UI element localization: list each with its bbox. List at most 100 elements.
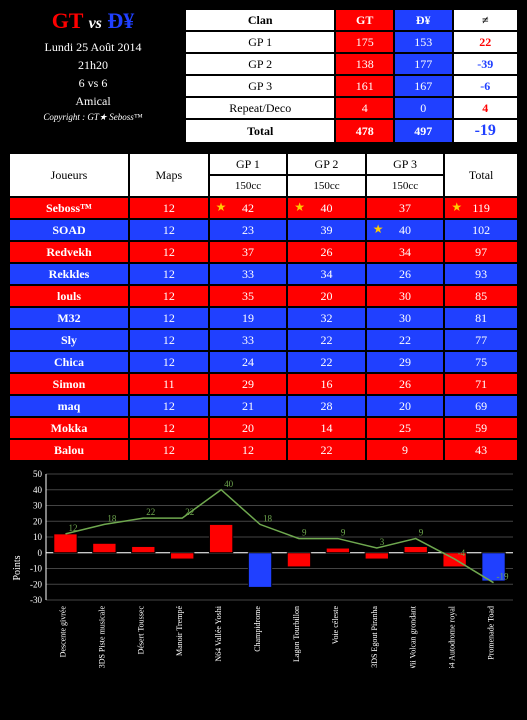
player-name: Seboss™ xyxy=(9,197,129,219)
maps-cell: 12 xyxy=(129,285,209,307)
player-name: Simon xyxy=(9,373,129,395)
score-cell: 22 xyxy=(287,351,366,373)
gp-dy: 153 xyxy=(394,31,453,53)
player-name: Balou xyxy=(9,439,129,461)
gp-label: Repeat/Deco xyxy=(185,97,335,119)
player-row: maq 12 21282069 xyxy=(9,395,518,417)
svg-text:40: 40 xyxy=(33,485,43,495)
score-cell: 26 xyxy=(366,373,445,395)
maps-cell: 12 xyxy=(129,329,209,351)
svg-text:-4: -4 xyxy=(458,548,466,558)
player-row: Rekkles 12 33342693 xyxy=(9,263,518,285)
match-info: GT vs Đ¥ Lundi 25 Août 2014 21h20 6 vs 6… xyxy=(8,8,178,144)
player-row: Redvekh 12 37263497 xyxy=(9,241,518,263)
star-icon: ★ xyxy=(294,200,305,215)
score-cell: 28 xyxy=(287,395,366,417)
score-cell: 21 xyxy=(209,395,288,417)
hdr-total: Total xyxy=(444,153,518,197)
svg-text:Lagon Tourbillon: Lagon Tourbillon xyxy=(292,606,301,662)
score-cell: 75 xyxy=(444,351,518,373)
col-dy: Đ¥ xyxy=(394,9,453,31)
score-cell: 29 xyxy=(366,351,445,373)
total-diff: -19 xyxy=(453,119,519,143)
vs-title: GT vs Đ¥ xyxy=(8,8,178,34)
gp-label: GP 3 xyxy=(185,75,335,97)
player-row: M32 12 19323081 xyxy=(9,307,518,329)
score-cell: 43 xyxy=(444,439,518,461)
maps-cell: 11 xyxy=(129,373,209,395)
svg-text:Descente givrée: Descente givrée xyxy=(58,606,67,658)
score-cell: 93 xyxy=(444,263,518,285)
score-cell: 20 xyxy=(287,285,366,307)
score-cell: ★40 xyxy=(287,197,366,219)
maps-cell: 12 xyxy=(129,263,209,285)
svg-text:9: 9 xyxy=(341,528,346,538)
hdr-gp2: GP 2 xyxy=(287,153,366,175)
svg-text:-30: -30 xyxy=(30,595,42,605)
score-cell: 29 xyxy=(209,373,288,395)
score-cell: 22 xyxy=(287,439,366,461)
svg-text:N64 Vallée Yoshi: N64 Vallée Yoshi xyxy=(214,605,223,661)
hdr-gp1: GP 1 xyxy=(209,153,288,175)
svg-text:Désert Toussec: Désert Toussec xyxy=(136,606,145,655)
score-cell: 30 xyxy=(366,307,445,329)
score-cell: 32 xyxy=(287,307,366,329)
player-row: SOAD 12 2339★40102 xyxy=(9,219,518,241)
svg-text:10: 10 xyxy=(33,532,43,542)
svg-text:20: 20 xyxy=(33,516,43,526)
score-cell: ★42 xyxy=(209,197,288,219)
score-cell: 22 xyxy=(287,329,366,351)
score-cell: 37 xyxy=(366,197,445,219)
score-cell: 37 xyxy=(209,241,288,263)
score-cell: 97 xyxy=(444,241,518,263)
score-cell: 35 xyxy=(209,285,288,307)
gp-diff: -39 xyxy=(453,53,519,75)
gp-dy: 177 xyxy=(394,53,453,75)
score-cell: 12 xyxy=(209,439,288,461)
player-row: Mokka 12 20142559 xyxy=(9,417,518,439)
player-name: Redvekh xyxy=(9,241,129,263)
gp-gt: 4 xyxy=(335,97,394,119)
summary-table: Clan GT Đ¥ ≠ GP 1 175 153 22GP 2 138 177… xyxy=(184,8,519,144)
maps-cell: 12 xyxy=(129,197,209,219)
hdr-gp3: GP 3 xyxy=(366,153,445,175)
score-cell: ★119 xyxy=(444,197,518,219)
player-row: Seboss™ 12 ★42★4037★119 xyxy=(9,197,518,219)
svg-text:-20: -20 xyxy=(30,579,42,589)
player-row: louls 12 35203085 xyxy=(9,285,518,307)
svg-text:Promenade Toad: Promenade Toad xyxy=(487,606,496,660)
gp-dy: 167 xyxy=(394,75,453,97)
player-row: Sly 12 33222277 xyxy=(9,329,518,351)
svg-text:40: 40 xyxy=(224,479,234,489)
score-cell: 23 xyxy=(209,219,288,241)
player-name: Chica xyxy=(9,351,129,373)
maps-cell: 12 xyxy=(129,219,209,241)
time: 21h20 xyxy=(8,58,178,73)
svg-text:50: 50 xyxy=(33,469,43,479)
star-icon: ★ xyxy=(451,200,462,215)
svg-text:Wii Volcan grondant: Wii Volcan grondant xyxy=(409,605,418,668)
score-cell: 26 xyxy=(366,263,445,285)
hdr-players: Joueurs xyxy=(9,153,129,197)
maps-cell: 12 xyxy=(129,395,209,417)
svg-text:-19: -19 xyxy=(497,572,509,582)
svg-text:3DS Piste musicale: 3DS Piste musicale xyxy=(97,606,106,668)
player-row: Balou 12 1222943 xyxy=(9,439,518,461)
score-cell: 19 xyxy=(209,307,288,329)
total-dy: 497 xyxy=(394,119,453,143)
gp-diff: 22 xyxy=(453,31,519,53)
score-cell: 85 xyxy=(444,285,518,307)
score-cell: 34 xyxy=(366,241,445,263)
svg-text:30: 30 xyxy=(33,501,43,511)
copyright: Copyright : GT★ Seboss™ xyxy=(8,112,178,123)
star-icon: ★ xyxy=(373,222,384,237)
score-cell: 20 xyxy=(209,417,288,439)
player-name: M32 xyxy=(9,307,129,329)
player-name: Mokka xyxy=(9,417,129,439)
svg-text:9: 9 xyxy=(302,528,307,538)
svg-text:3DS Egout Piranha: 3DS Egout Piranha xyxy=(370,606,379,668)
svg-text:22: 22 xyxy=(146,507,155,517)
maps-cell: 12 xyxy=(129,417,209,439)
gp-gt: 161 xyxy=(335,75,394,97)
score-cell: ★40 xyxy=(366,219,445,241)
